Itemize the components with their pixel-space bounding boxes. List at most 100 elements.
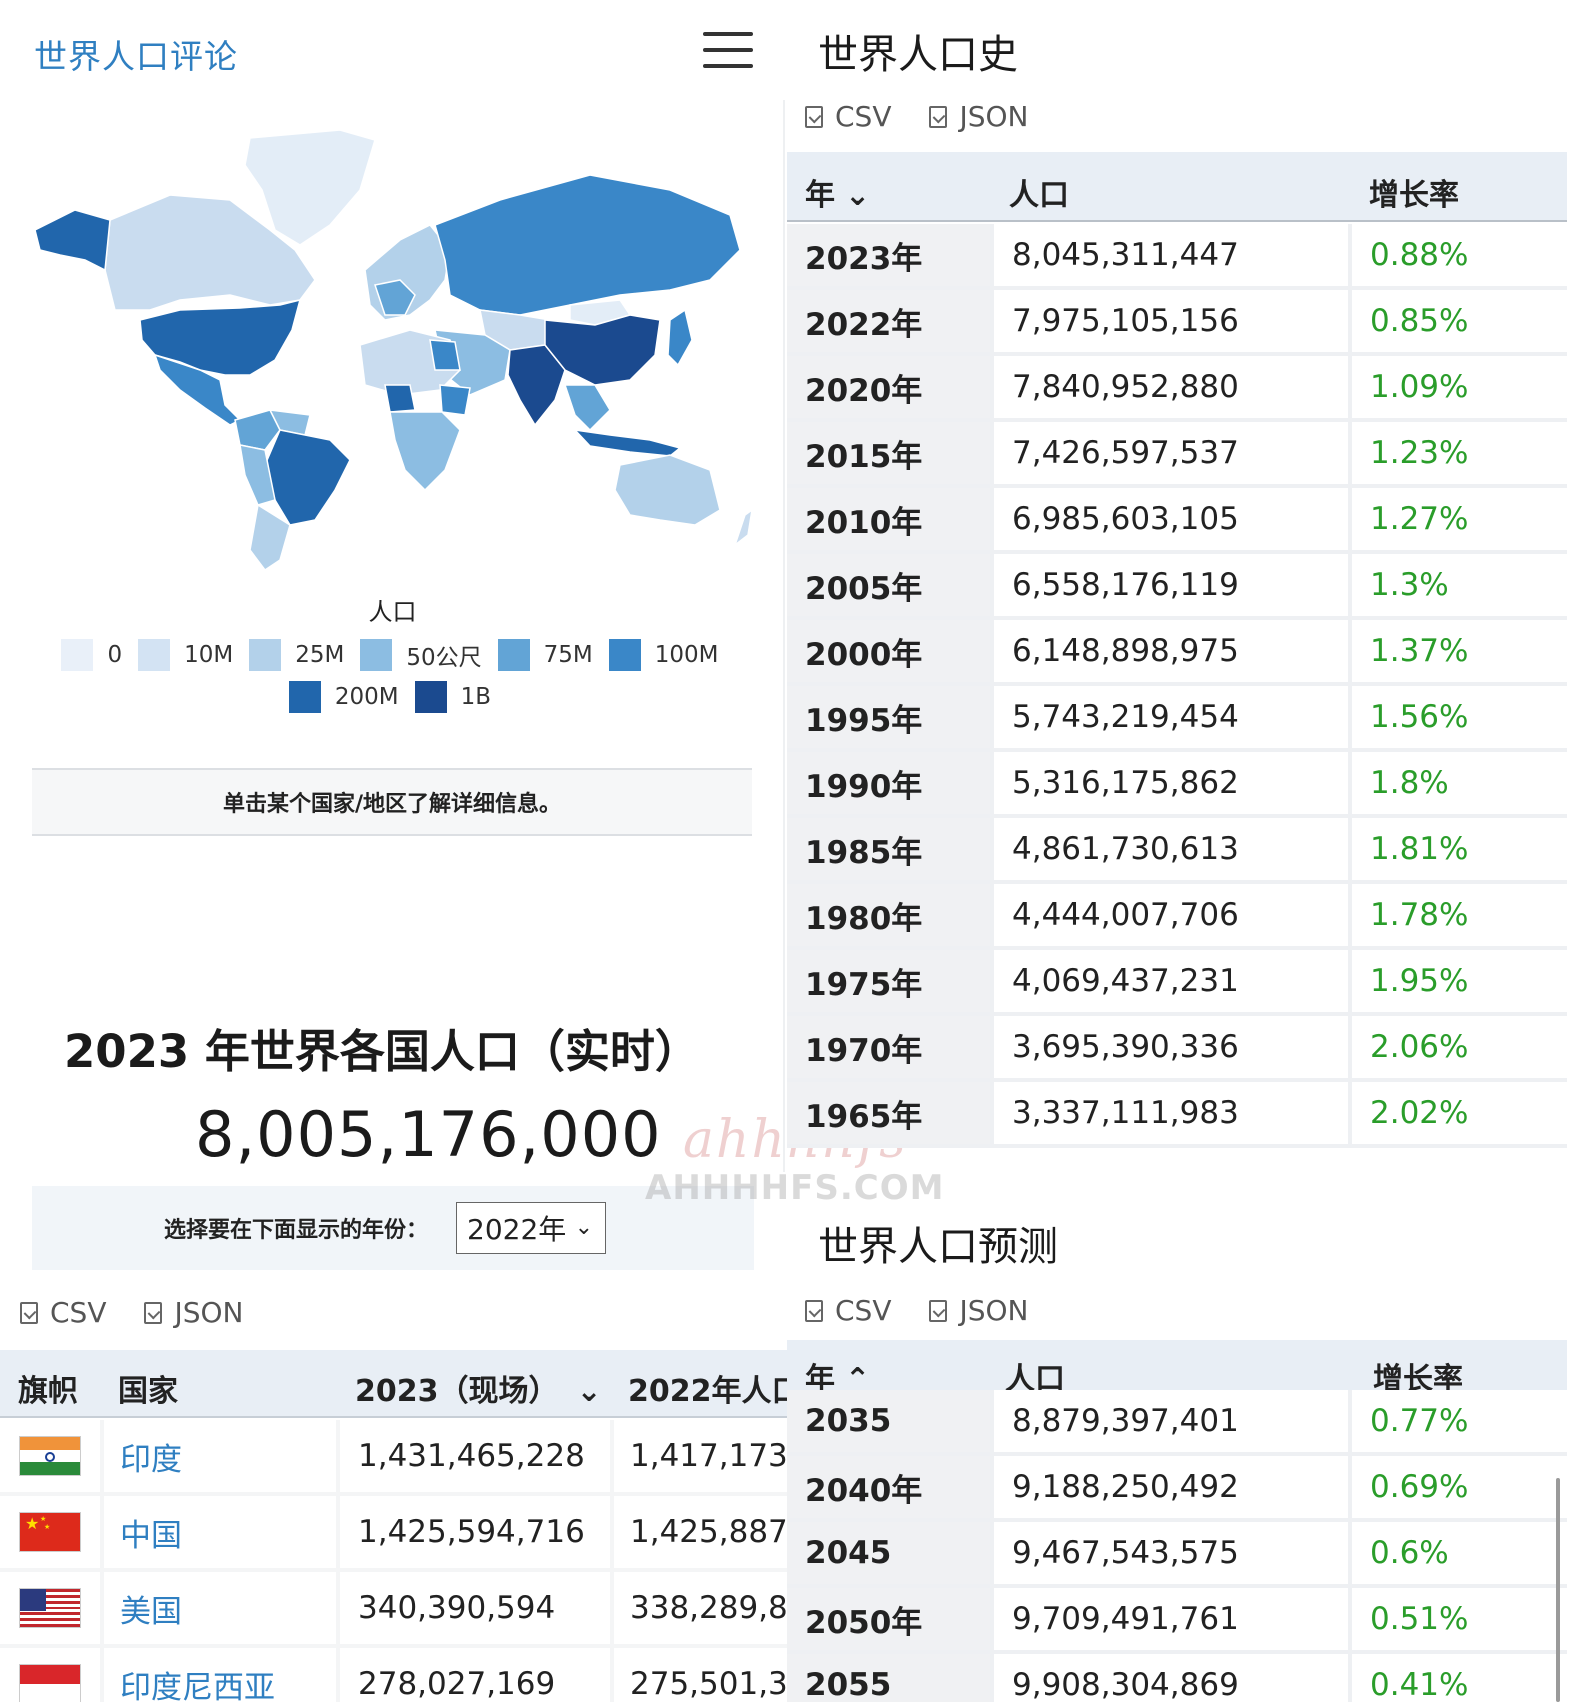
year-cell: 2020年 bbox=[787, 356, 990, 418]
country-link[interactable]: 印度 bbox=[104, 1420, 336, 1492]
map-region-japan[interactable] bbox=[667, 308, 693, 367]
download-file-icon bbox=[805, 1299, 823, 1322]
map-region-russia[interactable] bbox=[434, 174, 741, 316]
header-flag[interactable]: 旗帜 bbox=[18, 1374, 78, 1409]
legend-label: 50公尺 bbox=[406, 645, 482, 671]
year-cell: 1995年 bbox=[787, 686, 990, 748]
map-region-greenland[interactable] bbox=[244, 129, 376, 246]
legend-swatch bbox=[497, 639, 530, 671]
flag-cell bbox=[0, 1420, 100, 1492]
map-region-indonesia[interactable] bbox=[572, 428, 682, 457]
download-file-icon bbox=[20, 1301, 38, 1324]
previous-population: 275,501,339 bbox=[614, 1648, 788, 1702]
map-region-china[interactable] bbox=[544, 314, 661, 386]
growth-rate-cell: 0.88% bbox=[1352, 224, 1567, 286]
export-csv-label: CSV bbox=[835, 1294, 892, 1327]
map-region-western-europe[interactable] bbox=[374, 279, 416, 316]
map-region-ethiopia[interactable] bbox=[439, 384, 471, 416]
site-title[interactable]: 世界人口评论 bbox=[34, 37, 238, 76]
export-json-link[interactable]: JSON bbox=[929, 100, 1029, 133]
population-cell: 9,908,304,869 bbox=[994, 1654, 1348, 1702]
year-cell: 2050年 bbox=[787, 1588, 990, 1650]
population-cell: 3,337,111,983 bbox=[994, 1082, 1348, 1144]
country-link[interactable]: 印度尼西亚 bbox=[104, 1648, 336, 1702]
world-map-svg[interactable] bbox=[30, 129, 755, 572]
history-export-links: CSV JSON bbox=[805, 100, 1029, 133]
forecast-export-links: CSV JSON bbox=[805, 1294, 1029, 1327]
table-row: 2023年 8,045,311,447 0.88% bbox=[787, 224, 1567, 290]
map-region-peru[interactable] bbox=[239, 444, 276, 506]
header-growth-rate[interactable]: 增长率 bbox=[1369, 178, 1459, 213]
map-region-southeast-asia[interactable] bbox=[563, 384, 611, 432]
menu-icon[interactable] bbox=[703, 30, 753, 70]
table-row: 2000年 6,148,898,975 1.37% bbox=[787, 620, 1567, 686]
legend-item: 1B bbox=[414, 680, 491, 714]
legend-swatch bbox=[360, 639, 393, 671]
header-previous-population[interactable]: 2022年人口 bbox=[628, 1374, 788, 1409]
growth-rate-cell: 1.95% bbox=[1352, 950, 1567, 1012]
map-region-brazil[interactable] bbox=[264, 429, 351, 526]
year-cell: 1965年 bbox=[787, 1082, 990, 1144]
map-region-australia[interactable] bbox=[614, 454, 721, 526]
download-file-icon bbox=[929, 1299, 948, 1322]
population-cell: 9,467,543,575 bbox=[994, 1522, 1348, 1584]
export-json-label: JSON bbox=[174, 1296, 244, 1329]
map-region-alaska[interactable] bbox=[34, 209, 111, 272]
header-year-label: 年 bbox=[805, 178, 835, 213]
export-csv-link[interactable]: CSV bbox=[805, 100, 891, 133]
map-region-egypt[interactable] bbox=[429, 339, 461, 371]
header-country[interactable]: 国家 bbox=[118, 1374, 178, 1409]
growth-rate-cell: 0.85% bbox=[1352, 290, 1567, 352]
map-region-central-africa[interactable] bbox=[389, 411, 461, 492]
export-csv-label: CSV bbox=[835, 100, 892, 133]
menu-bar bbox=[703, 48, 753, 52]
legend-item: 100M bbox=[608, 638, 719, 672]
table-row: 2005年 6,558,176,119 1.3% bbox=[787, 554, 1567, 620]
header-current-population[interactable]: 2023（现场） ⌄ bbox=[355, 1366, 602, 1410]
country-link[interactable]: 中国 bbox=[104, 1496, 336, 1568]
map-region-new-zealand[interactable] bbox=[733, 508, 754, 548]
flag-cell: ★ ★ ★ bbox=[0, 1496, 100, 1568]
legend-label: 200M bbox=[334, 684, 399, 710]
map-region-colombia[interactable] bbox=[234, 409, 281, 451]
legend-label: 25M bbox=[295, 642, 345, 668]
population-cell: 6,148,898,975 bbox=[994, 620, 1348, 682]
forecast-scrollbar[interactable] bbox=[1556, 1478, 1560, 1702]
map-region-canada[interactable] bbox=[104, 194, 316, 311]
year-cell: 2035 bbox=[787, 1390, 990, 1452]
table-row: 1965年 3,337,111,983 2.02% bbox=[787, 1082, 1567, 1148]
country-link[interactable]: 美国 bbox=[104, 1572, 336, 1644]
growth-rate-cell: 1.8% bbox=[1352, 752, 1567, 814]
download-file-icon bbox=[929, 105, 948, 128]
year-select-dropdown[interactable]: 2022年 ⌄ bbox=[456, 1202, 607, 1254]
current-population: 1,431,465,228 bbox=[340, 1420, 610, 1492]
growth-rate-cell: 0.51% bbox=[1352, 1588, 1567, 1650]
header-population[interactable]: 人口 bbox=[1009, 178, 1069, 213]
map-legend: 0 10M 25M 50公尺 75M 100M 200M 1B bbox=[60, 638, 720, 714]
table-row: 2010年 6,985,603,105 1.27% bbox=[787, 488, 1567, 554]
chevron-down-icon: ⌄ bbox=[574, 1215, 594, 1240]
growth-rate-cell: 1.23% bbox=[1352, 422, 1567, 484]
table-row: 2050年 9,709,491,761 0.51% bbox=[787, 1588, 1567, 1654]
export-json-label: JSON bbox=[959, 1294, 1029, 1327]
population-cell: 6,985,603,105 bbox=[994, 488, 1348, 550]
population-cell: 7,840,952,880 bbox=[994, 356, 1348, 418]
population-cell: 8,879,397,401 bbox=[994, 1390, 1348, 1452]
export-json-link[interactable]: JSON bbox=[929, 1294, 1029, 1327]
export-csv-link[interactable]: CSV bbox=[20, 1296, 106, 1329]
world-map[interactable] bbox=[30, 129, 755, 572]
export-csv-link[interactable]: CSV bbox=[805, 1294, 891, 1327]
table-row: 1985年 4,861,730,613 1.81% bbox=[787, 818, 1567, 884]
population-cell: 6,558,176,119 bbox=[994, 554, 1348, 616]
country-population-table: 旗帜 国家 2023（现场） ⌄ 2022年人口 印度 1,431,465,228 1… bbox=[0, 1350, 788, 1702]
legend-swatch bbox=[61, 639, 94, 671]
map-region-nigeria[interactable] bbox=[384, 384, 416, 413]
legend-item: 50公尺 bbox=[360, 638, 482, 672]
map-region-argentina[interactable] bbox=[249, 503, 291, 572]
export-json-link[interactable]: JSON bbox=[144, 1296, 244, 1329]
header-year[interactable]: 年 ⌄ bbox=[805, 170, 870, 214]
